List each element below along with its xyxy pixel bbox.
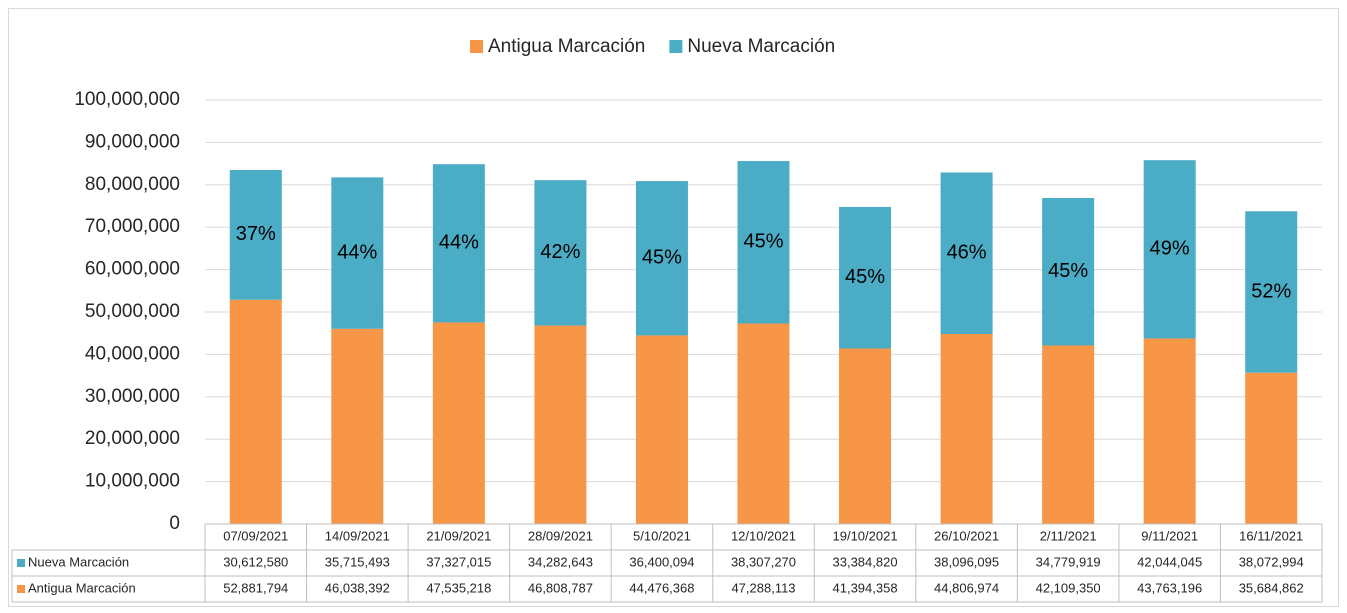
x-tick-label: 9/11/2021 xyxy=(1141,528,1198,543)
y-tick-label: 70,000,000 xyxy=(85,216,180,237)
y-tick-label: 0 xyxy=(169,513,180,534)
bar-segment xyxy=(839,348,892,524)
x-tick-label: 12/10/2021 xyxy=(731,528,796,543)
x-tick-label: 19/10/2021 xyxy=(833,528,898,543)
table-value: 52,881,794 xyxy=(223,580,288,595)
legend-swatch xyxy=(669,40,683,53)
bar-segment xyxy=(331,177,384,329)
table-value: 43,763,196 xyxy=(1137,580,1202,595)
table-value: 33,384,820 xyxy=(833,554,898,569)
x-tick-label: 26/10/2021 xyxy=(934,528,999,543)
table-value: 37,327,015 xyxy=(426,554,491,569)
table-value: 42,044,045 xyxy=(1137,554,1202,569)
percent-label: 45% xyxy=(1048,260,1088,282)
table-value: 34,779,919 xyxy=(1036,554,1101,569)
x-tick-label: 2/11/2021 xyxy=(1040,528,1097,543)
bar-segment xyxy=(1245,211,1298,373)
bar-segment xyxy=(1042,197,1095,346)
table-value: 38,072,994 xyxy=(1239,554,1304,569)
y-tick-label: 80,000,000 xyxy=(85,174,180,195)
bar-segment xyxy=(940,172,993,335)
y-tick-label: 20,000,000 xyxy=(85,428,180,449)
percent-label: 44% xyxy=(439,232,479,254)
table-value: 35,684,862 xyxy=(1239,580,1304,595)
percent-label: 42% xyxy=(540,241,580,263)
legend-key xyxy=(17,585,25,593)
table-value: 38,307,270 xyxy=(731,554,796,569)
y-tick-label: 40,000,000 xyxy=(85,343,180,364)
bar-segment xyxy=(737,161,790,324)
bar-segment xyxy=(940,334,993,524)
bar-segment xyxy=(1143,338,1196,524)
bar-segment xyxy=(1143,160,1196,339)
bar-segment xyxy=(1042,345,1095,524)
x-tick-label: 07/09/2021 xyxy=(223,528,288,543)
legend-label: Nueva Marcación xyxy=(687,36,835,57)
y-tick-label: 10,000,000 xyxy=(85,471,180,492)
bar-segment xyxy=(229,299,282,524)
legend-swatch xyxy=(470,40,483,53)
percent-label: 49% xyxy=(1150,238,1190,260)
bar-segment xyxy=(432,164,485,323)
x-tick-label: 5/10/2021 xyxy=(633,528,691,543)
percent-label: 44% xyxy=(337,241,377,263)
bar-segment xyxy=(1245,372,1298,524)
y-tick-label: 90,000,000 xyxy=(85,131,180,152)
bar-segment xyxy=(635,181,688,336)
table-value: 36,400,094 xyxy=(629,554,694,569)
percent-label: 37% xyxy=(236,223,276,245)
table-value: 47,288,113 xyxy=(731,580,795,595)
x-tick-label: 28/09/2021 xyxy=(528,528,593,543)
table-value: 44,806,974 xyxy=(934,580,999,595)
table-value: 30,612,580 xyxy=(223,554,288,569)
table-value: 46,808,787 xyxy=(528,580,593,595)
y-tick-label: 60,000,000 xyxy=(85,259,180,280)
row-label: Nueva Marcación xyxy=(28,554,129,569)
percent-label: 46% xyxy=(947,242,987,264)
bar-segment xyxy=(839,206,892,349)
x-tick-label: 14/09/2021 xyxy=(325,528,390,543)
table-value: 34,282,643 xyxy=(528,554,593,569)
row-label: Antigua Marcación xyxy=(28,580,136,595)
table-value: 41,394,358 xyxy=(833,580,898,595)
bar-segment xyxy=(229,169,282,300)
percent-label: 45% xyxy=(845,266,885,288)
x-tick-label: 16/11/2021 xyxy=(1239,528,1303,543)
bar-segment xyxy=(331,328,384,524)
table-value: 38,096,095 xyxy=(934,554,999,569)
percent-label: 45% xyxy=(642,247,682,269)
table-value: 42,109,350 xyxy=(1036,580,1101,595)
x-tick-label: 21/09/2021 xyxy=(426,528,491,543)
bar-segment xyxy=(534,325,587,524)
table-value: 44,476,368 xyxy=(629,580,694,595)
table-value: 46,038,392 xyxy=(325,580,390,595)
legend-label: Antigua Marcación xyxy=(488,36,645,57)
y-tick-label: 50,000,000 xyxy=(85,301,180,322)
table-value: 35,715,493 xyxy=(325,554,390,569)
bar-segment xyxy=(635,335,688,524)
percent-label: 52% xyxy=(1251,280,1291,302)
bar-segment xyxy=(432,322,485,524)
y-tick-label: 30,000,000 xyxy=(85,386,180,407)
percent-label: 45% xyxy=(743,231,783,253)
legend-key xyxy=(17,559,25,567)
bar-segment xyxy=(534,180,587,326)
table-value: 47,535,218 xyxy=(426,580,491,595)
bar-segment xyxy=(737,323,790,524)
y-tick-label: 100,000,000 xyxy=(74,89,180,110)
